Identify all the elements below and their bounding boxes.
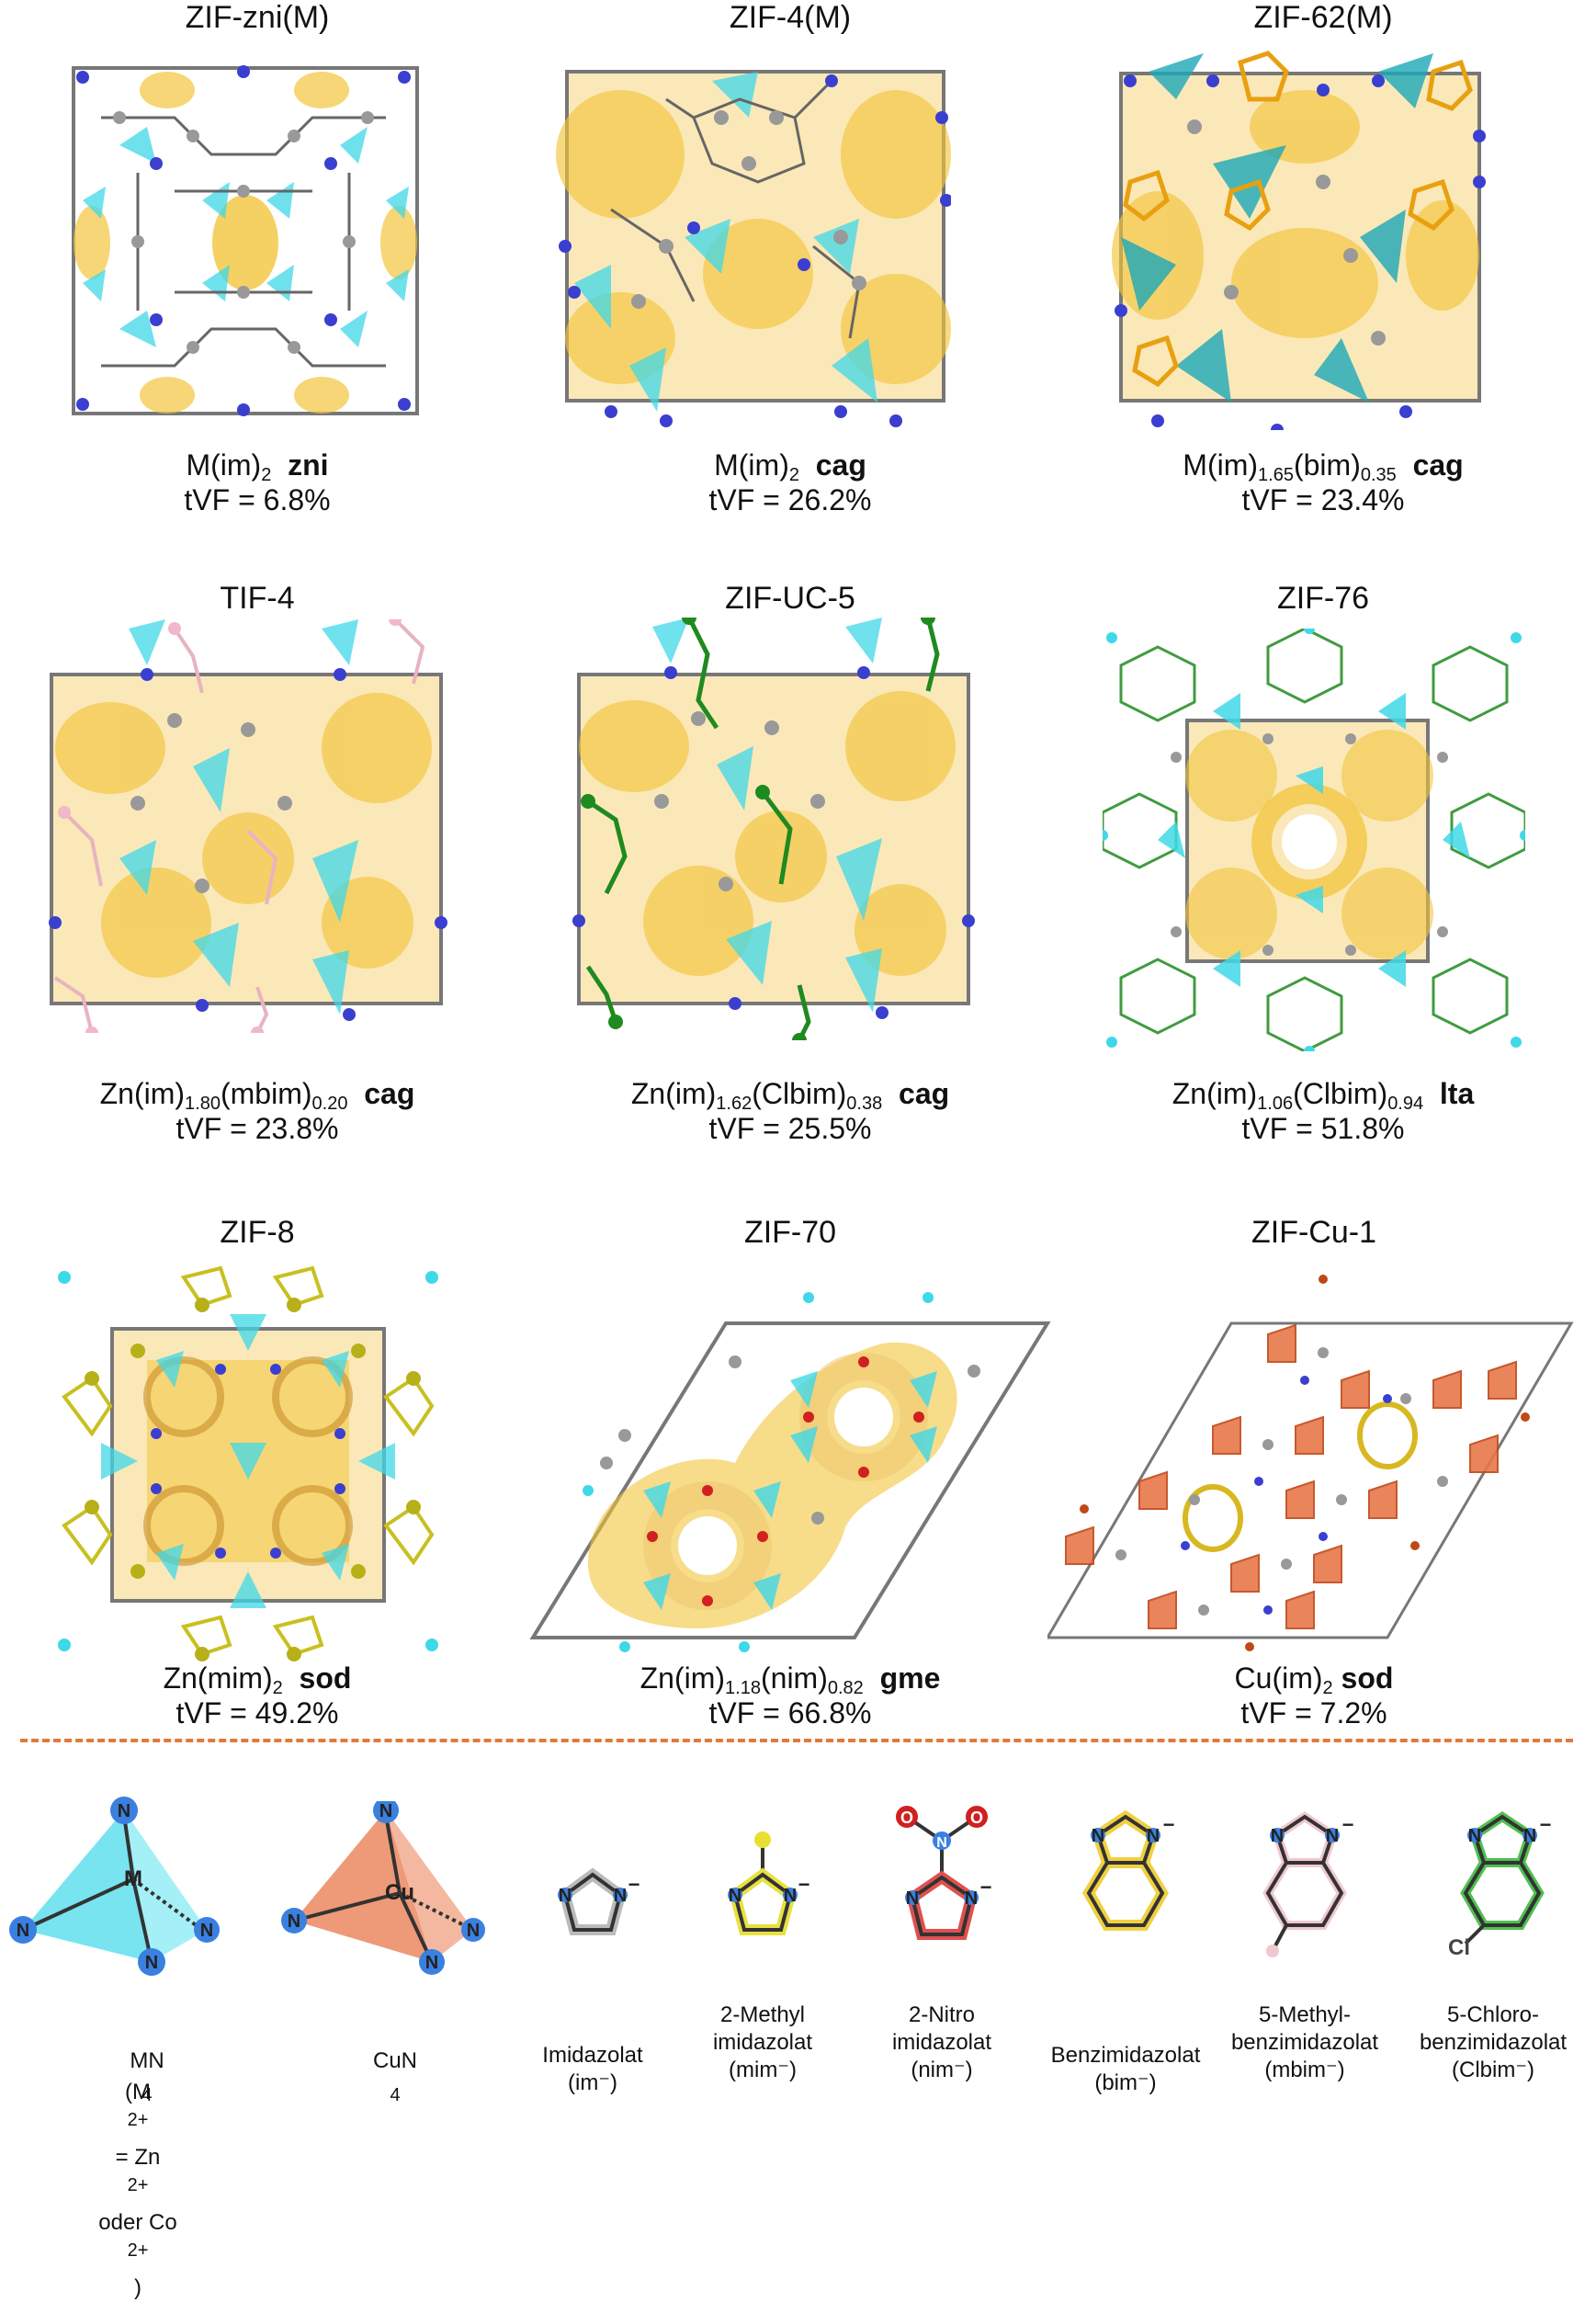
svg-text:N: N (965, 1888, 978, 1909)
nitroimidazolate-icon: N N −O ON (896, 1806, 992, 1940)
svg-text:N: N (729, 1886, 741, 1906)
atom-n: N (200, 1921, 213, 1941)
atom-n: N (467, 1921, 480, 1941)
panel-zif-76: ZIF-76 Zn(im)1.06(Clbim)0.94 lta tVF = 5… (1066, 581, 1580, 1151)
atom-n: N (17, 1921, 29, 1941)
structure-zif-zni (72, 65, 419, 416)
svg-text:N: N (936, 1835, 947, 1851)
svg-text:N: N (1468, 1826, 1481, 1846)
benzimidazolate-icon: N N − (1082, 1809, 1175, 1931)
panel-tvf: tVF = 7.2% (1240, 1696, 1387, 1729)
panel-title: ZIF-4(M) (729, 0, 852, 35)
ligand-label-mim: 2-Methyl imidazolat (mim⁻) (712, 2002, 813, 2082)
ligand-label-mbim: 5-Methyl-benzimidazolat (mbim⁻) (1230, 2002, 1379, 2082)
panel-title: ZIF-zni(M) (185, 0, 330, 35)
panel-formula: M(im)2 cag (714, 448, 866, 485)
ligand-label-clbim: 5-Chloro-benzimidazolat (Clbim⁻) (1419, 2002, 1568, 2082)
svg-text:N: N (614, 1886, 627, 1906)
structure-zif-cu-1 (1047, 1275, 1574, 1651)
imidazolate-icon: N N − (558, 1867, 640, 1935)
panel-zif-70: ZIF-70 Zn(im)1.18(nim)0.82 gme tVF = 66.… (515, 1215, 1066, 1729)
panel-zif-zni: ZIF-zni(M) M(im)2 zni tVF = 6.8% (0, 0, 515, 542)
panel-formula: Cu(im)2 sod (1234, 1661, 1394, 1698)
section-divider (20, 1739, 1573, 1742)
mn4-label: MN 4 (130, 2048, 164, 2105)
panel-formula: Zn(im)1.06(Clbim)0.94 lta (1172, 1077, 1475, 1114)
svg-text:−: − (1163, 1813, 1175, 1836)
svg-text:−: − (1540, 1813, 1552, 1836)
ligand-label-bim: Benzimidazolat (bim⁻) (1050, 2043, 1201, 2095)
svg-text:N: N (906, 1888, 919, 1909)
structure-tif-4 (49, 619, 447, 1033)
panel-title: ZIF-8 (220, 1215, 295, 1250)
panel-formula: M(im)2 zni (186, 448, 329, 485)
panel-tvf: tVF = 23.8% (175, 1112, 339, 1145)
panel-formula: Zn(im)1.80(mbim)0.20 cag (99, 1077, 415, 1114)
structure-zif-76 (1103, 629, 1525, 1051)
svg-text:O: O (970, 1809, 983, 1827)
panel-formula: Zn(im)1.62(Clbim)0.38 cag (630, 1077, 950, 1114)
panel-title: ZIF-70 (743, 1215, 837, 1250)
atom-n: N (379, 1801, 392, 1821)
panel-zif-4: ZIF-4(M) M(im)2 cag tVF = 26.2% (533, 0, 1047, 542)
panel-title: TIF-4 (220, 581, 295, 616)
chlorobenzimidazolate-icon: N N −Cl (1448, 1810, 1552, 1960)
methylbenzimidazolate-icon: N N − (1262, 1810, 1354, 1957)
panel-zif-62: ZIF-62(M) M(im)1.65(bim)0.35 cag tVF = 2… (1066, 0, 1580, 542)
panel-tvf: tVF = 51.8% (1241, 1112, 1405, 1145)
svg-text:N: N (1147, 1826, 1160, 1846)
svg-text:N: N (1523, 1826, 1536, 1846)
panel-formula: Zn(im)1.18(nim)0.82 gme (640, 1661, 941, 1698)
svg-text:−: − (1342, 1813, 1354, 1836)
ligand-label-nim: 2-Nitro imidazolat (nim⁻) (891, 2002, 992, 2082)
svg-text:Cl: Cl (1448, 1935, 1470, 1960)
panel-tvf: tVF = 26.2% (708, 483, 872, 516)
structure-zif-8 (58, 1265, 438, 1661)
svg-text:N: N (1271, 1826, 1284, 1846)
mn4-tetrahedron: N N N N M (9, 1797, 220, 1976)
cun4-tetrahedron: N N N N Cu (281, 1801, 485, 1975)
panel-formula: Zn(mim)2 sod (163, 1661, 352, 1698)
structure-zif-70 (529, 1292, 1051, 1652)
panel-title: ZIF-UC-5 (725, 581, 855, 616)
cun4-label: CuN 4 (372, 2048, 417, 2105)
svg-text:−: − (980, 1876, 992, 1899)
atom-center-cu: Cu (385, 1880, 414, 1905)
panel-title: ZIF-76 (1276, 581, 1370, 616)
methylimidazolate-icon: N N − (728, 1831, 810, 1935)
svg-text:N: N (784, 1886, 797, 1906)
structure-zif-uc-5 (572, 618, 975, 1040)
atom-center-m: M (124, 1866, 142, 1891)
svg-text:O: O (900, 1809, 913, 1827)
structure-zif-4 (556, 70, 951, 427)
panel-tvf: tVF = 25.5% (708, 1112, 872, 1145)
structure-zif-62 (1112, 51, 1486, 430)
panel-zif-8: ZIF-8 Zn(mim)2 sod tVF = 49.2% (0, 1215, 515, 1729)
atom-n: N (118, 1801, 130, 1821)
svg-text:N: N (1326, 1826, 1339, 1846)
atom-n: N (425, 1953, 438, 1973)
svg-text:−: − (628, 1873, 640, 1896)
panel-zif-uc-5: ZIF-UC-5 Zn(im)1.62(Clbim)0.38 cag tVF =… (533, 581, 1047, 1151)
panel-tvf: tVF = 66.8% (708, 1696, 872, 1729)
panel-title: ZIF-Cu-1 (1251, 1215, 1376, 1250)
svg-text:N: N (1092, 1826, 1104, 1846)
panel-zif-cu-1: ZIF-Cu-1 Cu(im)2 sod tVF = 7.2% (1047, 1215, 1580, 1729)
ligand-label-im: Imidazolat (im⁻) (542, 2043, 643, 2095)
atom-n: N (288, 1911, 300, 1932)
panel-tvf: tVF = 6.8% (184, 483, 331, 516)
svg-text:N: N (559, 1886, 572, 1906)
svg-text:−: − (798, 1873, 810, 1896)
panel-tvf: tVF = 23.4% (1241, 483, 1405, 516)
atom-n: N (145, 1953, 158, 1973)
panel-formula: M(im)1.65(bim)0.35 cag (1183, 448, 1464, 485)
panel-title: ZIF-62(M) (1253, 0, 1393, 35)
panel-tif-4: TIF-4 Zn(im)1.80(mbim)0.20 cag tVF = 23.… (0, 581, 515, 1151)
panel-tvf: tVF = 49.2% (175, 1696, 339, 1729)
mn4-note: (M 2+ = Zn 2+ oder Co 2+) (98, 2080, 177, 2300)
